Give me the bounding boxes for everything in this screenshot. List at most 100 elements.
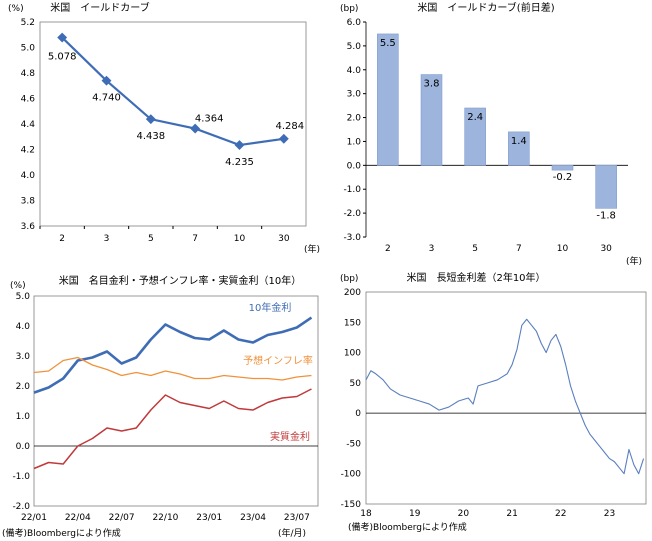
x-unit: (年) (626, 255, 642, 267)
x-tick-label: 22 (555, 509, 566, 519)
chart-title: 米国 長短金利差（2年10年） (406, 271, 545, 284)
y-tick-label: 4.0 (16, 322, 31, 332)
chart-2s10s-spread: 米国 長短金利差（2年10年） (bp) 200 150 100 50 0 -50 -100 -1… (340, 271, 647, 533)
data-label: -1.8 (596, 210, 616, 221)
data-label: 4.438 (137, 131, 166, 142)
y-tick-label: 150 (344, 318, 361, 328)
x-tick-label: 3 (104, 234, 110, 244)
y-tick-label: 50 (350, 379, 362, 389)
data-label: 4.740 (92, 93, 121, 104)
x-tick-label: 5 (148, 234, 154, 244)
y-tick-label: 4.4 (21, 120, 36, 130)
series-label: 実質金利 (270, 430, 310, 443)
y-tick-label: -50 (346, 439, 361, 449)
y-tick-label: -2.0 (343, 209, 361, 219)
y-tick-label: 4.2 (21, 146, 35, 156)
x-tick-label: 22/10 (152, 513, 178, 523)
y-tick-label: 0 (355, 409, 361, 419)
x-tick-label: 18 (360, 509, 372, 519)
y-tick-label: 5.0 (347, 42, 362, 52)
bar (595, 165, 617, 209)
chart-yield-curve-change: 米国 イールドカーブ(前日差) (bp) (年) 6.0 5.0 4.0 3.0 2.0 1.0… (340, 1, 642, 267)
data-label: 4.364 (195, 114, 224, 125)
series-line (33, 316, 313, 394)
x-tick-label: 10 (557, 244, 569, 254)
plot-frame (365, 291, 647, 505)
bar (377, 33, 399, 166)
y-tick-label: 4.0 (21, 171, 36, 181)
y-tick-label: 5.2 (21, 18, 35, 28)
y-tick-label: 0.0 (347, 161, 362, 171)
x-tick-label: 21 (506, 509, 517, 519)
data-label: 3.8 (424, 79, 440, 90)
y-tick-label: -100 (341, 470, 362, 480)
x-tick-label: 23 (604, 509, 615, 519)
y-tick-label: 5.0 (21, 44, 36, 54)
x-tick-label: 2 (385, 244, 391, 254)
bar (551, 165, 574, 171)
y-tick-label: -3.0 (343, 233, 361, 243)
y-tick-label: 5.0 (16, 292, 31, 302)
y-tick-label: 3.0 (347, 90, 362, 100)
y-tick-label: 4.6 (21, 95, 36, 105)
series-label: 10年金利 (249, 301, 292, 314)
chart-yield-curve: 米国 イールドカーブ (%) (年) 5.2 5.0 4.8 4.6 4.4 4.2 4.0 3.8… (8, 1, 320, 255)
y-tick-label: 0.0 (16, 442, 31, 452)
y-tick-label: -1.0 (12, 472, 30, 482)
data-label: 5.5 (380, 38, 396, 49)
data-point (57, 32, 68, 43)
x-tick-label: 5 (472, 244, 478, 254)
x-unit: (年/月) (278, 527, 306, 539)
x-tick-label: 2 (59, 234, 65, 244)
x-tick-label: 7 (516, 244, 522, 254)
y-tick-label: -2.0 (12, 502, 30, 512)
x-tick-label: 30 (278, 234, 290, 244)
y-tick-label: -1.0 (343, 185, 361, 195)
data-point (190, 123, 201, 134)
x-tick-label: 22/04 (65, 513, 91, 523)
data-label: 1.4 (511, 136, 527, 147)
y-tick-label: 3.6 (21, 222, 36, 232)
data-point (145, 114, 156, 125)
x-tick-label: 23/01 (196, 513, 222, 523)
y-unit: (bp) (340, 274, 358, 284)
plot-frame (33, 295, 319, 507)
x-tick-label: 30 (600, 244, 612, 254)
y-unit: (bp) (340, 4, 358, 14)
data-point (278, 133, 289, 144)
series-label: 予想インフレ率 (243, 354, 313, 367)
x-tick-label: 20 (458, 509, 470, 519)
bar (464, 107, 486, 166)
chart-title: 米国 名目金利・予想インフレ率・実質金利（10年） (59, 274, 301, 287)
series-line (61, 36, 284, 147)
data-point (234, 140, 245, 150)
series-line (33, 356, 312, 381)
y-tick-label: 1.0 (347, 137, 362, 147)
x-tick-label: 7 (192, 234, 198, 244)
bar (508, 131, 530, 166)
y-unit: (%) (10, 281, 26, 291)
x-tick-label: 23/04 (240, 513, 266, 523)
data-point (101, 75, 112, 86)
x-tick-label: 10 (234, 234, 246, 244)
y-tick-label: 3.0 (16, 352, 31, 362)
data-label: 4.284 (276, 121, 305, 132)
y-tick-label: 6.0 (347, 18, 362, 28)
y-tick-label: 4.0 (347, 66, 362, 76)
y-tick-label: 1.0 (16, 412, 31, 422)
source-note: (備考)Bloombergにより作成 (348, 521, 467, 533)
data-label: -0.2 (553, 172, 573, 183)
data-label: 5.078 (48, 52, 77, 63)
x-tick-label: 23/07 (284, 513, 310, 523)
chart-nominal-real-rates: 米国 名目金利・予想インフレ率・実質金利（10年） (%)5.0 4.0 3.0 2.0… (2, 274, 319, 539)
x-tick-label: 22/01 (21, 513, 47, 523)
source-note: (備考)Bloombergにより作成 (2, 527, 121, 539)
y-tick-label: 2.0 (16, 382, 31, 392)
series-line (365, 318, 645, 475)
bar (420, 74, 443, 166)
y-tick-label: 4.8 (21, 69, 36, 79)
series-line (33, 388, 312, 470)
x-unit: (年) (304, 243, 320, 255)
chart-title: 米国 イールドカーブ (50, 1, 149, 14)
x-tick-label: 22/07 (109, 513, 135, 523)
